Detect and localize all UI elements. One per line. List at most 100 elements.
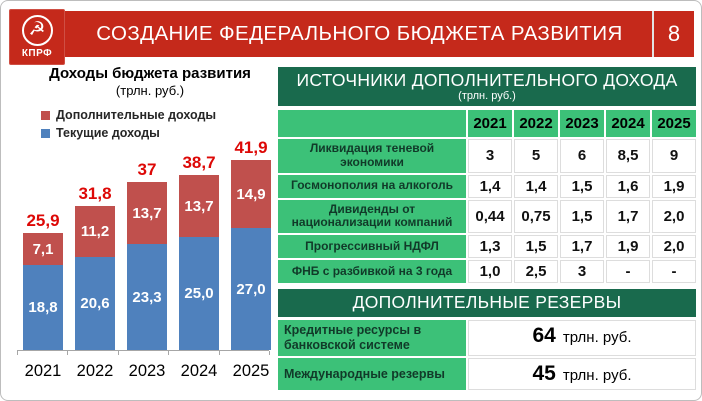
x-axis-labels: 2021 2022 2023 2024 2025 (23, 362, 271, 381)
legend-item-additional: Дополнительные доходы (41, 108, 216, 122)
source-row-label: Прогрессивный НДФЛ (278, 235, 466, 259)
source-value-cell: 1,4 (468, 174, 512, 198)
reserve-number: 45 (532, 362, 556, 386)
source-value-cell: 1,9 (606, 235, 650, 259)
axis-tick (218, 351, 220, 355)
current-income-segment: 18,8 (23, 265, 63, 350)
source-row-label: Ликвидация теневой экономики (278, 139, 466, 173)
chart-title: Доходы бюджета развития (49, 65, 251, 82)
source-value-cell: 1,3 (468, 235, 512, 259)
source-value-cell: 2,0 (652, 199, 696, 234)
reserve-row-value: 45 трлн. руб. (468, 358, 696, 391)
page-title: СОЗДАНИЕ ФЕДЕРАЛЬНОГО БЮДЖЕТА РАЗВИТИЯ (96, 22, 623, 45)
year-header-2021: 2021 (468, 110, 512, 137)
reserve-number: 64 (532, 324, 556, 348)
x-label-2024: 2024 (180, 362, 218, 380)
bar-2024: 38,7 13,7 25,0 (179, 153, 219, 350)
source-value-cell: 1,7 (560, 235, 604, 259)
bar-2023: 37 13,7 23,3 (127, 160, 167, 350)
sources-table: 2021 2022 2023 2024 2025 Ликвидация теневой э… (278, 110, 696, 284)
reserve-unit: трлн. руб. (562, 329, 632, 347)
reserve-row-label: Международные резервы (278, 358, 466, 391)
bar-2025: 41,9 14,9 27,0 (231, 138, 271, 350)
source-row-label: Госмонополия на алкоголь (278, 174, 466, 198)
reserves-table: Кредитные ресурсы в банковской системе 6… (278, 320, 696, 391)
year-header-2023: 2023 (560, 110, 604, 137)
header-bar: СОЗДАНИЕ ФЕДЕРАЛЬНОГО БЮДЖЕТА РАЗВИТИЯ 8 (9, 11, 694, 57)
source-row-label: Дивиденды от национализации компаний (278, 199, 466, 234)
logo-text: КПРФ (21, 48, 53, 59)
axis-tick (117, 351, 119, 355)
axis-tick (17, 351, 18, 355)
axis-tick (269, 351, 270, 355)
additional-income-segment: 13,7 (179, 175, 219, 237)
x-label-2023: 2023 (128, 362, 166, 380)
legend-swatch-blue (41, 128, 50, 138)
axis-tick (67, 351, 69, 355)
source-value-cell: 1,4 (514, 174, 558, 198)
source-value-cell: 1,9 (652, 174, 696, 198)
axis-tick (168, 351, 170, 355)
source-value-cell: 0,75 (514, 199, 558, 234)
source-row-label: ФНБ с разбивкой на 3 года (278, 260, 466, 284)
source-value-cell: 1,6 (606, 174, 650, 198)
source-value-cell: - (606, 260, 650, 284)
source-value-cell: 1,7 (606, 199, 650, 234)
additional-income-segment: 11,2 (75, 206, 115, 257)
sources-header: ИСТОЧНИКИ ДОПОЛНИТЕЛЬНОГО ДОХОДА (трлн. … (278, 67, 696, 106)
reserve-row-label: Кредитные ресурсы в банковской системе (278, 320, 466, 357)
current-income-segment: 20,6 (75, 257, 115, 350)
x-label-2021: 2021 (24, 362, 62, 380)
additional-income-segment: 7,1 (23, 233, 63, 265)
current-income-segment: 27,0 (231, 228, 271, 350)
x-axis (17, 350, 270, 355)
source-value-cell: 1,5 (514, 235, 558, 259)
sources-title: ИСТОЧНИКИ ДОПОЛНИТЕЛЬНОГО ДОХОДА (296, 70, 678, 90)
legend-swatch-red (41, 110, 50, 120)
source-value-cell: 2,5 (514, 260, 558, 284)
chart-legend: Дополнительные доходы Текущие доходы (41, 108, 216, 140)
source-value-cell: 3 (560, 260, 604, 284)
bar-total-label: 37 (137, 160, 157, 179)
x-label-2025: 2025 (232, 362, 270, 380)
slide-number: 8 (652, 11, 694, 57)
legend-label-current: Текущие доходы (56, 126, 160, 140)
bar-2021: 25,9 7,1 18,8 (23, 211, 63, 350)
source-value-cell: 1,0 (468, 260, 512, 284)
bar-total-label: 38,7 (182, 153, 216, 172)
year-header-2025: 2025 (652, 110, 696, 137)
source-value-cell: 1,5 (560, 199, 604, 234)
kprf-logo: ☭ КПРФ (9, 9, 65, 65)
bar-plot: 25,9 7,1 18,8 31,8 11,2 20,6 37 13,7 23,3 38,7 13,… (23, 138, 271, 350)
reserve-row-value: 64 трлн. руб. (468, 320, 696, 357)
current-income-segment: 25,0 (179, 237, 219, 350)
reserves-header: ДОПОЛНИТЕЛЬНЫЕ РЕЗЕРВЫ (278, 289, 696, 318)
year-header-2022: 2022 (514, 110, 558, 137)
bar-total-label: 41,9 (234, 138, 268, 157)
chart-subtitle: (трлн. руб.) (115, 83, 185, 98)
additional-income-segment: 14,9 (231, 160, 271, 228)
year-header-2024: 2024 (606, 110, 650, 137)
source-value-cell: 9 (652, 139, 696, 173)
source-value-cell: 0,44 (468, 199, 512, 234)
right-panel: ИСТОЧНИКИ ДОПОЛНИТЕЛЬНОГО ДОХОДА (трлн. … (278, 67, 696, 391)
source-value-cell: 1,5 (560, 174, 604, 198)
legend-label-additional: Дополнительные доходы (56, 108, 217, 122)
bar-total-label: 31,8 (78, 184, 112, 203)
current-income-segment: 23,3 (127, 244, 167, 350)
source-value-cell: 8,5 (606, 139, 650, 173)
x-label-2022: 2022 (76, 362, 114, 380)
legend-item-current: Текущие доходы (41, 126, 216, 140)
source-value-cell: 6 (560, 139, 604, 173)
table-corner-cell (278, 110, 466, 137)
hammer-sickle-icon: ☭ (21, 15, 53, 46)
source-value-cell: 2,0 (652, 235, 696, 259)
revenue-chart: Доходы бюджета развития (трлн. руб.) Доп… (9, 63, 275, 397)
source-value-cell: 5 (514, 139, 558, 173)
bar-2022: 31,8 11,2 20,6 (75, 184, 115, 350)
additional-income-segment: 13,7 (127, 182, 167, 244)
bar-total-label: 25,9 (26, 211, 60, 230)
sources-subtitle: (трлн. руб.) (458, 90, 516, 102)
reserve-unit: трлн. руб. (562, 367, 632, 385)
